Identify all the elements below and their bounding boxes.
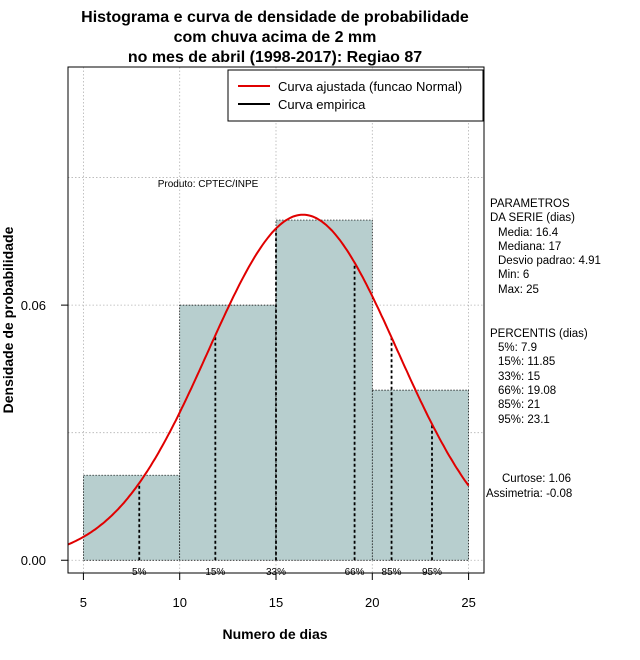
histogram-bar — [179, 304, 277, 561]
legend-box — [227, 69, 484, 122]
percentile-5: 5%: 7.9 — [498, 342, 537, 354]
chart-title-line-3: no mes de abril (1998-2017): Regiao 87 — [128, 49, 422, 66]
histogram-bar — [371, 389, 469, 561]
legend-label-empirical: Curva empirica — [278, 97, 366, 112]
percentile-66: 66%: 19.08 — [498, 385, 556, 397]
percentile-95: 95%: 23.1 — [498, 414, 550, 426]
kurtosis-value: Curtose: 1.06 — [502, 473, 571, 485]
y-axis-title: Densidade de probabilidade — [0, 226, 16, 413]
percentile-15: 15%: 11.85 — [498, 356, 555, 368]
y-tick-label: 0.06 — [21, 298, 46, 313]
chart-title-line-2: com chuva acima de 2 mm — [174, 29, 377, 46]
shape-panel: Curtose: 1.06 Assimetria: -0.08 — [486, 473, 572, 500]
percentile-33: 33%: 15 — [498, 371, 540, 383]
histogram-bars — [83, 219, 469, 561]
parameters-panel: PARAMETROS DA SERIE (dias) Media: 16.4 M… — [490, 198, 601, 296]
histogram-bar — [275, 219, 373, 561]
percentile-85: 85%: 21 — [498, 399, 540, 411]
histogram-bar — [83, 474, 181, 561]
x-tick-label: 10 — [172, 595, 186, 610]
y-tick-label: 0.00 — [21, 553, 46, 568]
legend: Curva ajustada (funcao Normal) Curva emp… — [227, 69, 484, 122]
x-tick-label: 25 — [461, 595, 475, 610]
parameter-mean: Media: 16.4 — [498, 227, 559, 239]
skewness-value: Assimetria: -0.08 — [486, 488, 572, 500]
legend-label-fit: Curva ajustada (funcao Normal) — [278, 79, 462, 94]
parameter-max: Max: 25 — [498, 284, 539, 296]
parameter-min: Min: 6 — [498, 269, 529, 281]
x-tick-label: 5 — [80, 595, 87, 610]
parameter-median: Mediana: 17 — [498, 241, 561, 253]
axes: 5 10 15 20 25 0.00 0.06 — [21, 298, 476, 610]
normal-curve — [67, 213, 470, 546]
percentiles-panel: PERCENTIS (dias) 5%: 7.9 15%: 11.85 33%:… — [490, 328, 588, 426]
parameters-header-1: PARAMETROS — [490, 198, 570, 210]
x-axis-title: Numero de dias — [222, 626, 327, 642]
parameter-sd: Desvio padrao: 4.91 — [498, 255, 601, 267]
x-tick-label: 20 — [365, 595, 379, 610]
parameters-header-2: DA SERIE (dias) — [490, 212, 575, 224]
chart-title-line-1: Histograma e curva de densidade de proba… — [81, 9, 469, 26]
x-tick-label: 15 — [269, 595, 283, 610]
percentiles-header: PERCENTIS (dias) — [490, 328, 588, 340]
producer-note: Produto: CPTEC/INPE — [158, 179, 259, 190]
normal-curve-group — [67, 213, 470, 546]
